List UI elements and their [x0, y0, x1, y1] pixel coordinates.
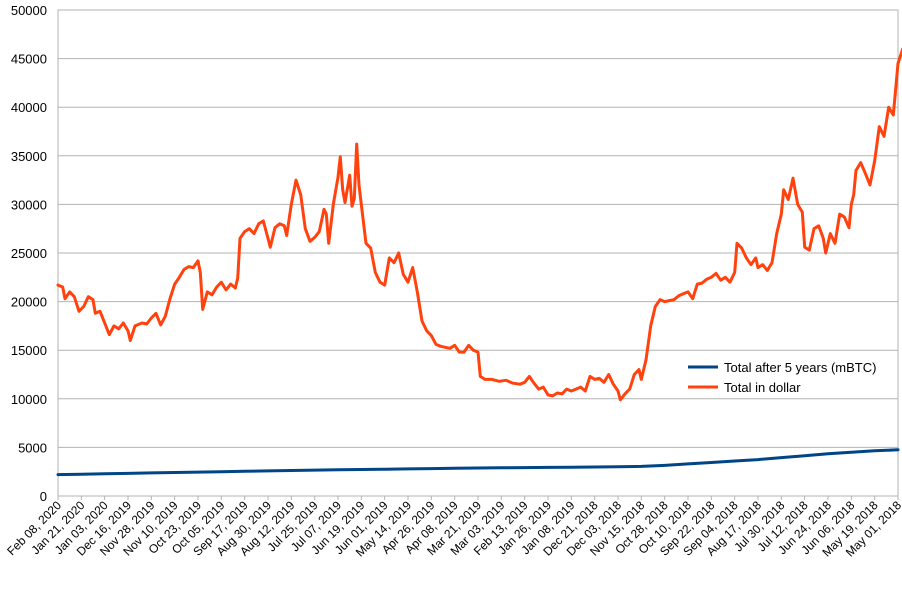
y-axis-ticks: 0 5000 10000 15000 20000 25000 30000 35000 40000…	[11, 3, 47, 504]
y-tick-label: 5000	[18, 440, 47, 455]
y-tick-label: 50000	[11, 3, 47, 18]
y-tick-label: 15000	[11, 343, 47, 358]
legend: Total after 5 years (mBTC) Total in dolla…	[688, 360, 876, 395]
y-tick-label: 40000	[11, 100, 47, 115]
y-tick-label: 25000	[11, 246, 47, 261]
y-tick-label: 45000	[11, 52, 47, 67]
y-tick-label: 35000	[11, 149, 47, 164]
y-tick-label: 20000	[11, 295, 47, 310]
y-tick-label: 30000	[11, 197, 47, 212]
gridlines	[57, 9, 899, 497]
legend-label-1: Total in dollar	[724, 380, 801, 395]
y-tick-label: 10000	[11, 392, 47, 407]
legend-label-0: Total after 5 years (mBTC)	[724, 360, 876, 375]
series-line-1	[56, 47, 902, 402]
y-tick-label: 0	[40, 489, 47, 504]
plot-area	[56, 47, 902, 477]
series-line-0	[56, 448, 900, 477]
